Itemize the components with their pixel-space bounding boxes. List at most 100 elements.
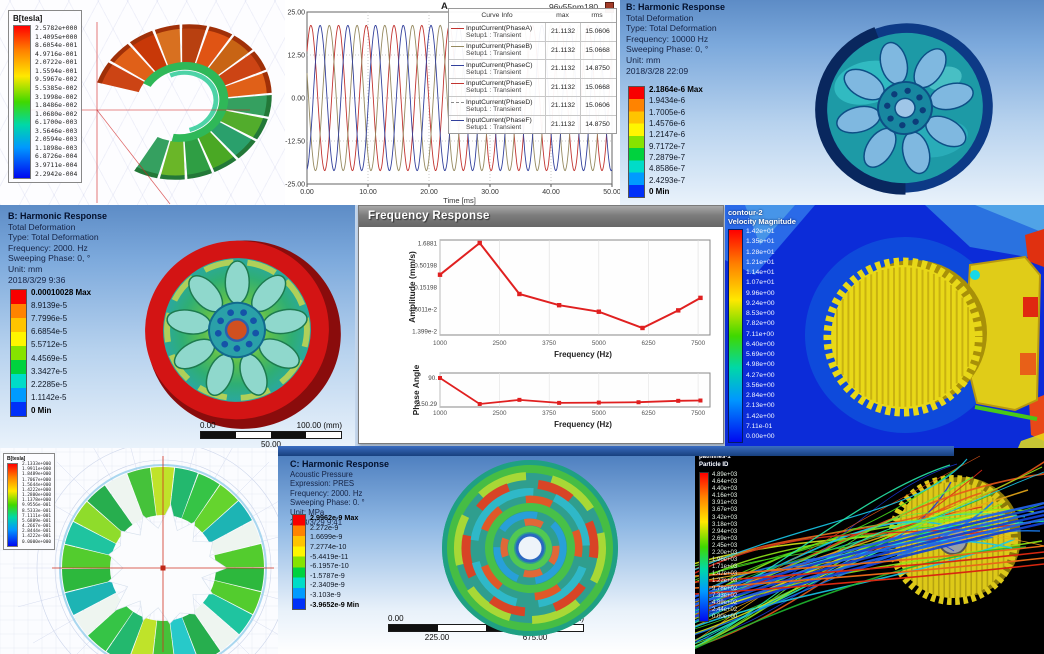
curve-name: InputCurrent(PhaseD) (466, 98, 533, 106)
legend-value: 1.4222e-001 (22, 534, 52, 540)
legend-value: 1.07e+01 (746, 279, 775, 287)
legend-value: 2.84e+00 (746, 392, 775, 399)
acoustic-header: C: Harmonic Response Acoustic Pressure Exp… (290, 459, 389, 527)
deformation-colorbar (10, 289, 27, 417)
header-line: Sweeping Phase: 0, ° (8, 253, 91, 264)
legend-value: 8.5333e-001 (22, 508, 52, 514)
legend-value: 9.9556e-001 (22, 503, 52, 509)
header-line: B: Harmonic Response (626, 2, 726, 12)
panel-current-plot: 0.00 10.00 20.00 30.00 40.00 50.00 25.00 12.50 0… (285, 0, 620, 205)
tick-label: 10.00 (359, 189, 377, 196)
curve-info-row: InputCurrent(PhaseC) Setup1 : Transient … (449, 60, 616, 79)
legend-title-line: Velocity Magnitude (728, 217, 796, 226)
legend-value: 8.9139e-5 (31, 301, 68, 311)
legend-value: 1.42e+01 (746, 228, 775, 235)
legend-value: 1.21e+01 (746, 258, 775, 266)
window-title-bar[interactable]: Frequency Response (359, 206, 723, 227)
deformation-colorbar (628, 86, 645, 198)
result-header-2000: B: Harmonic Response Total Deformation Typ… (8, 211, 107, 285)
legend-value: 2.1333e+000 (22, 462, 52, 467)
scale-ruler: 0.00 100.00 (mm) 50.00 (200, 421, 342, 448)
legend-value: 4.40e+03 (712, 486, 738, 493)
curve-rms: 14.8750 (580, 60, 614, 78)
flux-ring-viewport[interactable] (0, 448, 278, 654)
legend-value: 1.14e+01 (746, 269, 775, 276)
ruler-bar (200, 431, 342, 439)
curve-rms: 15.0606 (580, 97, 614, 115)
rms-header: rms (591, 12, 603, 19)
curve-info-row: InputCurrent(PhaseD) Setup1 : Transient … (449, 97, 616, 116)
legend-value: 2.1864e-6 Max (649, 85, 703, 94)
legend-value: 9.96e+00 (746, 289, 775, 297)
flux-legend-value: 2.0594e-003 (35, 135, 78, 144)
curve-max: 21.1132 (545, 115, 580, 133)
panel-frequency-response: Frequency Response 1000 2500 3750 5000 6250 7… (355, 205, 725, 455)
flux-legend-value: 1.1898e-003 (35, 143, 78, 152)
acoustic-disc-viewport[interactable] (278, 456, 695, 654)
legend-value: 6.6854e-5 (31, 327, 68, 337)
wheel-deformation-viewport-2[interactable] (0, 205, 355, 448)
legend-value: 5.6889e-001 (22, 518, 52, 524)
header-line: Total Deformation (8, 221, 76, 232)
legend-value: 2.9962e-9 Max (310, 513, 359, 522)
legend-value: 1.6699e-9 (310, 532, 343, 542)
flux-legend-value: 3.9711e-004 (35, 161, 78, 169)
curve-name: InputCurrent(PhaseC) (466, 61, 533, 69)
curve-info-rows: InputCurrent(PhaseA) Setup1 : Transient … (449, 23, 616, 133)
header-line: Frequency: 2000. Hz (290, 488, 363, 498)
frequency-response-window: Frequency Response (358, 205, 724, 444)
wheel-deformation-viewport[interactable] (620, 0, 1044, 205)
curve-setup: Setup1 : Transient (466, 105, 522, 113)
legend-value: 6.40e+00 (746, 340, 775, 348)
legend-value: 2.272e-9 (310, 522, 339, 532)
legend-value: 1.28e+01 (746, 248, 775, 256)
curve-setup: Setup1 : Transient (466, 87, 522, 95)
tick-label: 0.00 (291, 95, 305, 102)
curve-info-row: InputCurrent(PhaseA) Setup1 : Transient … (449, 23, 616, 42)
legend-value: 7.2879e-7 (649, 152, 686, 162)
legend-value: 2.13e+00 (746, 402, 775, 410)
acoustic-legend: 2.9962e-9 Max 2.272e-9 1.6699e-9 7.2774e-10… (292, 513, 359, 610)
legend-value: 1.96e+03 (712, 557, 738, 564)
velocity-legend: contour-2 Velocity Magnitude 1.42e+01 1.35… (728, 208, 796, 443)
legend-value: 1.1378e+000 (22, 498, 52, 504)
legend-value: 1.7067e+000 (22, 477, 52, 483)
legend-value: 4.89e+02 (712, 599, 738, 606)
ruler-mid: 50.00 (260, 440, 282, 448)
header-line: 2018/3/29 9:41 (290, 517, 343, 527)
panel-pathlines: pathlines-1 Particle ID 4.89e+03 4.64e+03 4… (695, 448, 1044, 654)
window-edge-bar (278, 446, 954, 456)
legend-value: -5.4419e-11 (310, 551, 349, 561)
legend-value: 5.69e+00 (746, 351, 775, 358)
curve-info-header: Curve Info (481, 12, 513, 19)
legend-value: 0 Min (649, 186, 670, 196)
legend-value: -2.3409e-9 (310, 580, 345, 590)
header-line: Frequency: 2000. Hz (8, 242, 88, 253)
legend-value: 2.8444e-001 (22, 529, 52, 535)
legend-value: 1.9911e+000 (22, 467, 52, 473)
header-line: Type: Total Deformation (8, 232, 99, 243)
curve-setup: Setup1 : Transient (466, 68, 522, 76)
flux-legend-values: 2.5782e+000 1.4095e+000 8.6054e-001 4.9716e… (35, 25, 77, 177)
legend-value: 3.42e+03 (712, 514, 738, 521)
curve-swatch (451, 101, 464, 103)
torus-stator-viewport[interactable] (0, 0, 285, 205)
header-line: Acoustic Pressure (290, 469, 353, 479)
legend-value: 0 Min (31, 405, 52, 415)
tick-label: 50.00 (603, 189, 620, 196)
legend-value: 3.56e+00 (746, 381, 775, 389)
curve-swatch (451, 83, 464, 85)
streamlines-viewport[interactable] (695, 448, 1044, 654)
curve-rms: 15.0606 (580, 23, 614, 41)
tick-label: Time [ms] (443, 196, 476, 205)
pathlines-colorbar (699, 472, 709, 622)
tick-label: 20.00 (420, 189, 438, 196)
flux-density-legend: B[tesla] 2.5782e+000 1.4095e+000 8.6054e-0… (8, 10, 83, 183)
legend-value: 0.00e+00 (712, 613, 738, 620)
panel-harmonic-2000: B: Harmonic Response Total Deformation Typ… (0, 205, 355, 448)
deformation-legend-2000: 0.00010028 Max 8.9139e-5 7.7996e-5 6.6854e-… (10, 289, 91, 417)
pathlines-legend-title: pathlines-1 Particle ID (699, 454, 737, 469)
curve-swatch (451, 27, 464, 29)
tick-label: -12.50 (285, 138, 305, 145)
cfd-contour-viewport[interactable] (725, 205, 1044, 455)
